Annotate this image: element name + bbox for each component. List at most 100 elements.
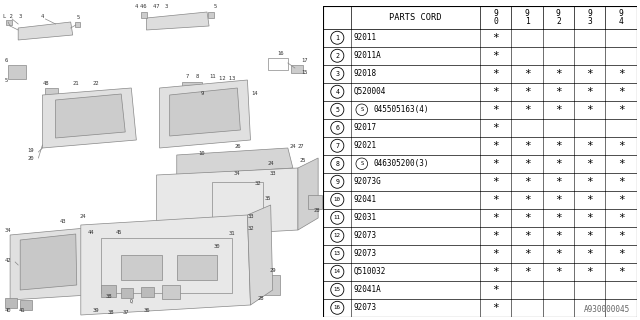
Text: 4: 4	[335, 89, 339, 95]
Text: *: *	[524, 105, 531, 115]
Text: *: *	[492, 249, 499, 259]
Text: 9
4: 9 4	[619, 9, 623, 26]
Text: L 2: L 2	[3, 14, 13, 19]
Text: 31: 31	[229, 231, 236, 236]
Text: 92073: 92073	[354, 249, 377, 258]
Text: 92041A: 92041A	[354, 285, 381, 294]
Text: *: *	[492, 51, 499, 61]
Text: 34: 34	[5, 228, 12, 233]
Text: 15: 15	[334, 287, 341, 292]
Text: *: *	[586, 195, 593, 205]
Text: *: *	[555, 141, 562, 151]
Text: Q: Q	[130, 298, 132, 303]
Bar	[323, 173, 637, 191]
Text: 5: 5	[4, 78, 8, 83]
Text: *: *	[586, 249, 593, 259]
Text: 28: 28	[257, 296, 264, 301]
Bar	[45, 88, 58, 98]
Bar	[268, 58, 288, 70]
Polygon shape	[42, 88, 136, 148]
Text: 13: 13	[334, 251, 341, 256]
Text: *: *	[618, 231, 625, 241]
Text: 10: 10	[334, 197, 341, 202]
Text: *: *	[492, 303, 499, 313]
Text: 3: 3	[165, 4, 168, 9]
Text: *: *	[586, 159, 593, 169]
Text: *: *	[586, 69, 593, 79]
Text: *: *	[555, 267, 562, 277]
Text: 46  47: 46 47	[140, 4, 159, 9]
Text: 046305200(3): 046305200(3)	[373, 159, 429, 168]
Bar	[121, 288, 133, 298]
Text: *: *	[492, 123, 499, 133]
Polygon shape	[298, 158, 318, 230]
Text: 1: 1	[335, 35, 339, 41]
Text: 12 13: 12 13	[219, 76, 236, 81]
Text: *: *	[492, 159, 499, 169]
Text: 92017: 92017	[354, 123, 377, 132]
Text: 3: 3	[335, 71, 339, 77]
Text: *: *	[586, 141, 593, 151]
Text: *: *	[524, 177, 531, 187]
Text: *: *	[492, 69, 499, 79]
Bar	[208, 12, 214, 18]
Text: 9
0: 9 0	[493, 9, 498, 26]
Text: 4: 4	[41, 14, 44, 19]
Text: 11: 11	[334, 215, 341, 220]
Text: 6: 6	[4, 58, 8, 63]
Text: 32: 32	[247, 226, 253, 231]
Text: 11: 11	[209, 74, 215, 79]
Text: 28: 28	[314, 208, 321, 213]
Text: *: *	[618, 159, 625, 169]
Text: Q510032: Q510032	[354, 267, 387, 276]
Text: 92011: 92011	[354, 33, 377, 42]
Text: 5: 5	[214, 4, 217, 9]
Text: *: *	[618, 267, 625, 277]
Text: 92018: 92018	[354, 69, 377, 78]
Text: 44: 44	[88, 230, 94, 235]
Text: 9: 9	[335, 179, 339, 185]
Bar	[101, 285, 116, 297]
Bar	[323, 263, 637, 281]
Text: *: *	[618, 195, 625, 205]
Text: *: *	[492, 267, 499, 277]
Text: 43: 43	[60, 219, 66, 224]
Text: 9: 9	[200, 91, 204, 96]
Text: *: *	[524, 69, 531, 79]
Text: 5: 5	[335, 107, 339, 113]
Text: *: *	[555, 159, 562, 169]
Text: 15: 15	[302, 70, 308, 75]
Text: *: *	[618, 249, 625, 259]
Bar	[257, 275, 280, 295]
Text: 16: 16	[278, 51, 284, 56]
Polygon shape	[56, 94, 125, 138]
Bar	[121, 255, 161, 280]
Text: 16: 16	[334, 305, 341, 310]
Bar	[20, 300, 32, 310]
Bar	[323, 155, 637, 173]
Text: 7: 7	[335, 143, 339, 149]
Text: 45: 45	[116, 230, 122, 235]
Text: *: *	[586, 87, 593, 97]
Bar	[6, 20, 12, 25]
Bar	[177, 255, 217, 280]
Text: 92041: 92041	[354, 195, 377, 204]
Text: 29: 29	[269, 268, 276, 273]
Text: *: *	[492, 87, 499, 97]
Polygon shape	[18, 22, 73, 40]
Bar	[5, 298, 17, 308]
Polygon shape	[248, 205, 273, 305]
Polygon shape	[159, 80, 250, 148]
Text: Q520004: Q520004	[354, 87, 387, 96]
Bar	[308, 195, 322, 209]
Polygon shape	[10, 228, 89, 300]
Bar	[323, 29, 637, 47]
Text: *: *	[618, 141, 625, 151]
Text: *: *	[524, 195, 531, 205]
Text: 2: 2	[335, 53, 339, 59]
Text: 38: 38	[106, 294, 113, 299]
Bar	[75, 22, 80, 27]
Text: 35: 35	[264, 196, 271, 201]
Bar	[323, 47, 637, 65]
Text: *: *	[555, 249, 562, 259]
